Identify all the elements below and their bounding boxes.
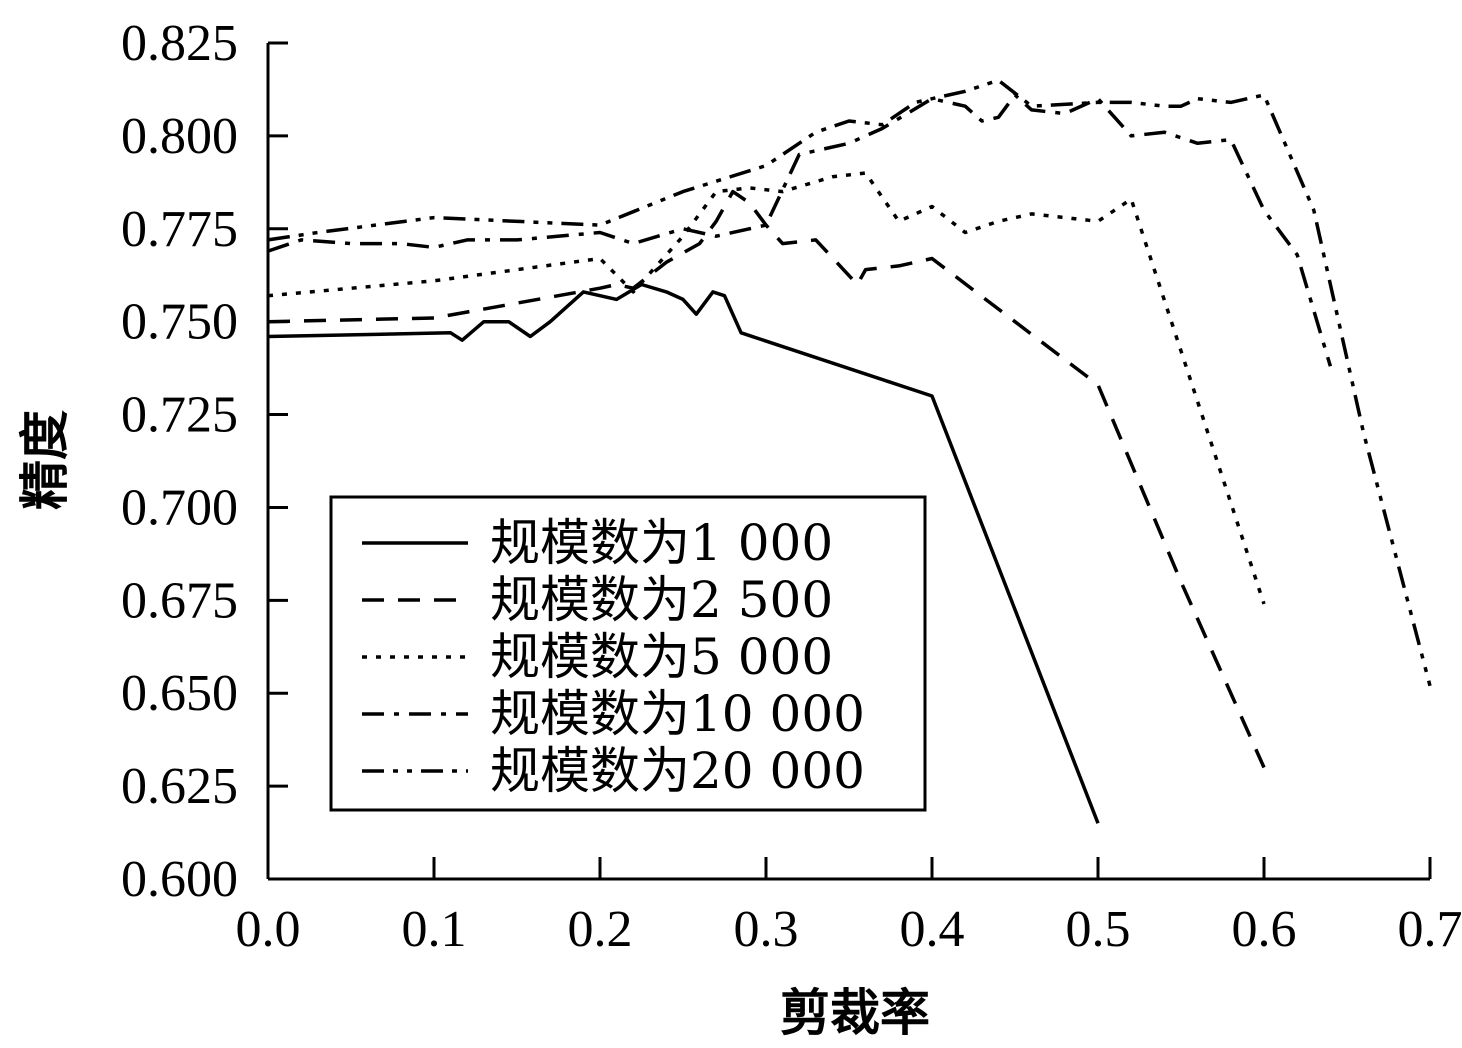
y-axis-title: 精度 xyxy=(16,410,74,510)
series-lines xyxy=(267,78,1432,824)
x-tick-label: 0.7 xyxy=(1398,901,1462,958)
series-line-3 xyxy=(267,171,1266,605)
x-tick-label: 0.6 xyxy=(1232,901,1297,958)
series-line-2 xyxy=(267,189,1266,769)
y-tick-labels: 0.600 0.625 0.650 0.675 0.700 0.725 0.750 0.775… xyxy=(121,15,238,908)
x-tick-label: 0.0 xyxy=(236,901,301,958)
series-line-5 xyxy=(267,78,1432,687)
x-tick-labels: 0.0 0.1 0.2 0.3 0.4 0.5 0.6 0.7 xyxy=(236,901,1462,958)
y-tick-label: 0.700 xyxy=(121,479,238,536)
y-tick-label: 0.600 xyxy=(121,851,238,908)
series-line-1 xyxy=(267,282,1100,824)
y-tick-label: 0.750 xyxy=(121,294,238,351)
series-line-4 xyxy=(267,93,1333,367)
y-tick-label: 0.675 xyxy=(121,572,238,629)
legend-label-2: 规模数为2 500 xyxy=(490,571,833,629)
y-tick-label: 0.625 xyxy=(121,758,238,815)
y-tick-label: 0.775 xyxy=(121,201,238,258)
x-tick-label: 0.4 xyxy=(900,901,965,958)
x-tick-label: 0.5 xyxy=(1066,901,1131,958)
legend-label-5: 规模数为20 000 xyxy=(490,742,865,800)
x-tick-label: 0.3 xyxy=(734,901,799,958)
x-tick-label: 0.1 xyxy=(402,901,467,958)
legend-label-4: 规模数为10 000 xyxy=(490,685,865,743)
y-tick-label: 0.800 xyxy=(121,108,238,165)
x-axis-title: 剪裁率 xyxy=(780,984,930,1042)
y-tick-label: 0.725 xyxy=(121,387,238,444)
legend-label-3: 规模数为5 000 xyxy=(490,628,833,686)
y-tick-label: 0.650 xyxy=(121,665,238,722)
legend-label-1: 规模数为1 000 xyxy=(490,514,833,572)
legend-box xyxy=(329,495,927,812)
y-tick-label: 0.825 xyxy=(121,15,238,72)
x-tick-label: 0.2 xyxy=(568,901,633,958)
